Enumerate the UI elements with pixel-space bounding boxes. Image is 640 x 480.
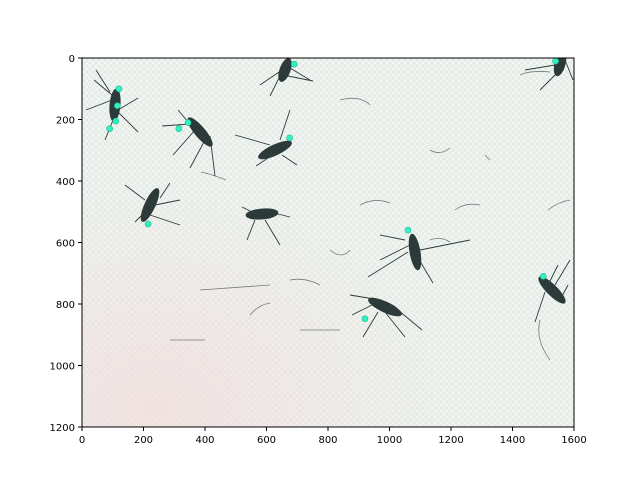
y-tick: 200: [56, 116, 82, 127]
y-tick-label: 400: [56, 177, 75, 188]
mosquito-6: [241, 206, 291, 246]
mosquito-7: [367, 233, 471, 284]
y-tick-label: 1200: [50, 423, 75, 434]
x-tick-label: 0: [79, 435, 85, 446]
keypoint-marker: [144, 220, 152, 228]
x-tick: 400: [195, 427, 215, 446]
keypoint-marker: [106, 125, 113, 133]
keypoint-marker: [290, 60, 298, 68]
keypoint-markers: [106, 58, 559, 323]
x-tick-label: 200: [134, 435, 153, 446]
keypoint-marker: [184, 119, 192, 126]
keypoint-marker: [539, 273, 547, 280]
x-tick: 1600: [561, 427, 587, 446]
y-tick: 1200: [50, 423, 82, 434]
keypoint-marker: [361, 315, 369, 323]
y-tick: 1000: [50, 362, 82, 373]
stray-legs: [170, 71, 571, 361]
y-tick-label: 1000: [50, 362, 75, 373]
keypoint-marker: [552, 58, 559, 65]
y-tick: 0: [69, 54, 82, 65]
y-tick-label: 200: [56, 116, 75, 127]
x-tick-label: 1200: [438, 435, 463, 446]
keypoint-marker: [404, 226, 412, 234]
keypoint-marker: [175, 125, 183, 133]
mosquito-5: [124, 182, 181, 226]
y-tick: 400: [56, 177, 82, 188]
y-tick-label: 800: [56, 300, 75, 311]
y-tick-label: 0: [69, 54, 75, 65]
keypoint-marker: [114, 102, 121, 109]
photo: [82, 58, 574, 427]
x-tick-label: 800: [318, 435, 337, 446]
keypoint-marker: [286, 134, 293, 142]
x-tick: 200: [134, 427, 153, 446]
y-tick: 600: [56, 239, 82, 250]
mosquito-4: [259, 58, 314, 97]
x-tick: 0: [79, 427, 85, 446]
x-tick-label: 1600: [561, 435, 586, 446]
x-tick: 1000: [377, 427, 402, 446]
x-tick-label: 1000: [377, 435, 402, 446]
x-axis: 0 200 400 600 800 1000 1200 1400 1600: [79, 427, 587, 446]
mosquito-2: [161, 109, 216, 177]
x-tick: 1400: [500, 427, 525, 446]
mosquito-3: [234, 109, 298, 167]
x-tick-label: 600: [257, 435, 276, 446]
mosquito-9: [534, 259, 571, 323]
x-tick: 600: [257, 427, 276, 446]
y-tick: 800: [56, 300, 82, 311]
y-tick-label: 600: [56, 239, 75, 250]
mosquito-8: [349, 294, 423, 338]
x-tick-label: 400: [195, 435, 214, 446]
y-axis: 0 200 400 600 800 1000 1200: [50, 54, 82, 434]
x-tick: 1200: [438, 427, 464, 446]
x-tick: 800: [318, 427, 338, 446]
x-tick-label: 1400: [500, 435, 525, 446]
keypoint-marker: [115, 85, 123, 93]
keypoint-marker: [112, 117, 120, 125]
